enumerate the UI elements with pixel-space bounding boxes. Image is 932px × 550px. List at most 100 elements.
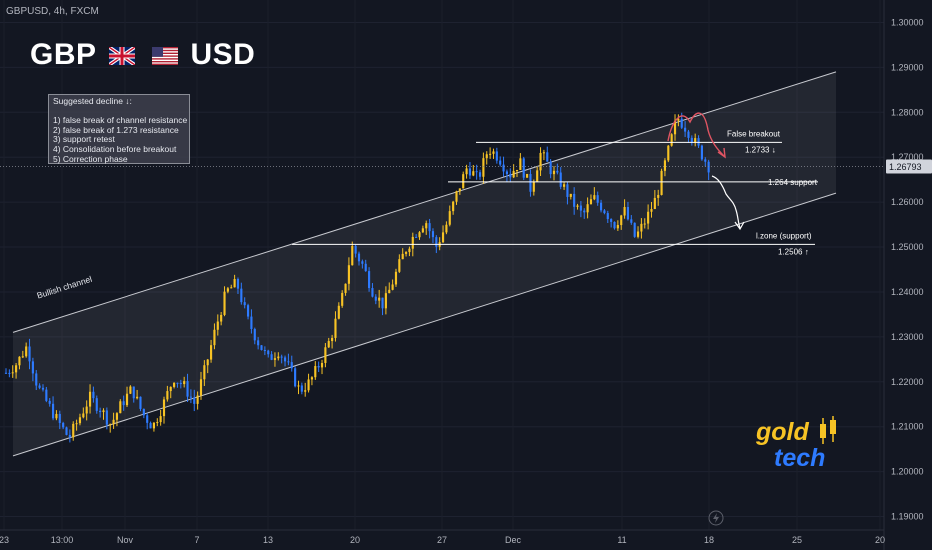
candle-body [354, 245, 357, 254]
goldtech-logo: gold tech [756, 416, 846, 476]
candle-body [663, 160, 667, 171]
candle-body [25, 346, 28, 357]
uk-flag-icon [108, 47, 135, 66]
time-tick-label: 23 [0, 535, 9, 545]
candle-body [277, 356, 280, 359]
candle-body [95, 398, 98, 411]
candle-body [526, 173, 529, 178]
candle-body [88, 391, 92, 407]
candle-body [112, 419, 115, 425]
candle-body [542, 152, 545, 154]
candle-body [489, 153, 492, 155]
price-tick-label: 1.19000 [891, 512, 924, 522]
candle-body [41, 387, 45, 390]
candle-body [431, 231, 435, 238]
candle-body [563, 184, 566, 187]
candle-body [136, 396, 139, 399]
candle-body [384, 293, 387, 309]
candle-body [620, 215, 623, 226]
candle-body [314, 366, 317, 378]
candle-body [290, 362, 293, 369]
candle-body [206, 359, 209, 366]
candle-body [149, 422, 152, 429]
event-bolt-glyph [713, 513, 719, 523]
candle-body [263, 350, 266, 352]
time-tick-label: 7 [194, 535, 199, 545]
candle-body [334, 318, 337, 338]
candle-body [193, 397, 196, 404]
pair-title: GBP USD [30, 38, 255, 72]
candle-body [166, 391, 169, 400]
candle-body [15, 365, 18, 373]
candle-body [670, 134, 673, 146]
candle-body [586, 204, 589, 213]
time-tick-label: 13:00 [51, 535, 74, 545]
candle-body [694, 138, 697, 143]
candle-body [677, 118, 680, 121]
candle-body [246, 305, 250, 317]
candle-body [280, 356, 283, 358]
candle-body [45, 389, 48, 401]
candle-body [428, 223, 431, 232]
candle-body [152, 422, 155, 429]
us-flag-icon [151, 47, 178, 66]
time-tick-label: 20 [350, 535, 360, 545]
candle-body [139, 396, 142, 409]
candle-body [404, 252, 408, 254]
candle-body [603, 210, 606, 214]
candle-body [58, 413, 61, 423]
price-tick-label: 1.23000 [891, 332, 924, 342]
channel-fill [13, 71, 836, 456]
candle-body [478, 172, 482, 177]
candle-body [92, 391, 95, 399]
candle-body [599, 202, 603, 211]
candle-body [257, 340, 260, 346]
candle-body [643, 223, 646, 225]
level-label-lzone: l.zone (support) [756, 231, 812, 240]
price-tick-label: 1.29000 [891, 62, 924, 72]
price-tick-label: 1.30000 [891, 17, 924, 27]
candle-body [596, 195, 599, 203]
candle-body [462, 174, 465, 189]
candle-body [162, 399, 166, 417]
candle-body [327, 341, 330, 348]
candle-body [492, 151, 495, 154]
candle-body [48, 400, 51, 404]
candle-body [515, 169, 519, 171]
candle-body [341, 292, 344, 306]
candle-body [203, 365, 206, 380]
price-tick-label: 1.20000 [891, 467, 924, 477]
candle-body [704, 159, 707, 162]
candle-body [357, 253, 361, 262]
candle-body [253, 328, 256, 341]
candle-body [657, 194, 660, 198]
note-line: 4) Consolidation before breakout [53, 143, 177, 154]
base-currency: GBP [30, 38, 96, 71]
candle-body [146, 415, 149, 423]
candle-body [28, 346, 31, 362]
candle-body [519, 158, 522, 170]
candle-body [236, 278, 240, 289]
candle-body [448, 211, 451, 225]
candle-body [559, 172, 562, 187]
candle-body [307, 379, 310, 391]
current-price-label: 1.26793 [889, 162, 922, 172]
candle-body [85, 406, 88, 414]
candle-body [287, 361, 290, 363]
candle-body [680, 118, 683, 128]
candle-body [465, 168, 468, 175]
candle-body [21, 356, 24, 358]
candle-body [183, 381, 186, 385]
candle-body [502, 164, 505, 172]
candle-body [411, 236, 414, 249]
candle-body [216, 321, 219, 330]
candle-body [606, 213, 609, 220]
analysis-note: Suggested decline ↓: 1) false break of c… [48, 94, 190, 164]
candle-body [55, 413, 58, 419]
candle-body [210, 345, 213, 360]
candle-body [220, 314, 223, 322]
candle-body [633, 222, 636, 237]
candle-body [51, 403, 55, 419]
candle-body [522, 158, 525, 178]
candle-body [391, 284, 394, 290]
